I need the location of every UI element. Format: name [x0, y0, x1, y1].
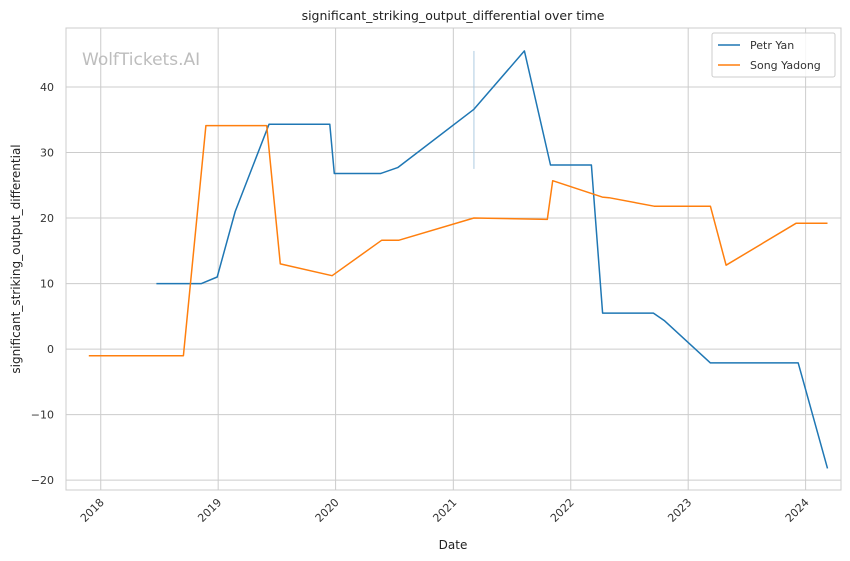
legend: Petr Yan Song Yadong	[711, 32, 836, 78]
y-tick-label: 0	[47, 343, 54, 356]
x-tick-label: 2020	[313, 496, 342, 525]
y-tick-label: 30	[40, 147, 54, 160]
x-tick-label: 2024	[783, 496, 812, 525]
x-tick-label: 2023	[665, 496, 694, 525]
legend-label: Petr Yan	[750, 39, 794, 52]
legend-label: Song Yadong	[750, 59, 821, 72]
legend-box	[711, 32, 836, 78]
y-tick-label: −10	[31, 409, 54, 422]
plot-frame	[65, 27, 842, 491]
x-tick-label: 2018	[78, 496, 107, 525]
x-axis-ticks: 2018 2019 2020 2021 2022 2023 2024	[78, 496, 812, 525]
series-lines	[88, 50, 829, 469]
x-axis-label: Date	[439, 538, 468, 552]
y-tick-label: 20	[40, 212, 54, 225]
y-tick-label: 40	[40, 81, 54, 94]
series-line-song-yadong	[88, 124, 828, 357]
x-tick-label: 2022	[548, 496, 577, 525]
y-tick-label: −20	[31, 474, 54, 487]
x-tick-label: 2019	[195, 496, 224, 525]
chart-title: significant_striking_output_differential…	[302, 8, 605, 23]
watermark: WolfTickets.AI	[82, 50, 200, 70]
y-tick-label: 10	[40, 278, 54, 291]
series-line-petr-yan	[156, 50, 829, 469]
x-tick-label: 2021	[430, 496, 459, 525]
y-axis-ticks: −20 −10 0 10 20 30 40	[31, 81, 54, 487]
y-axis-label: significant_striking_output_differential	[9, 144, 23, 373]
